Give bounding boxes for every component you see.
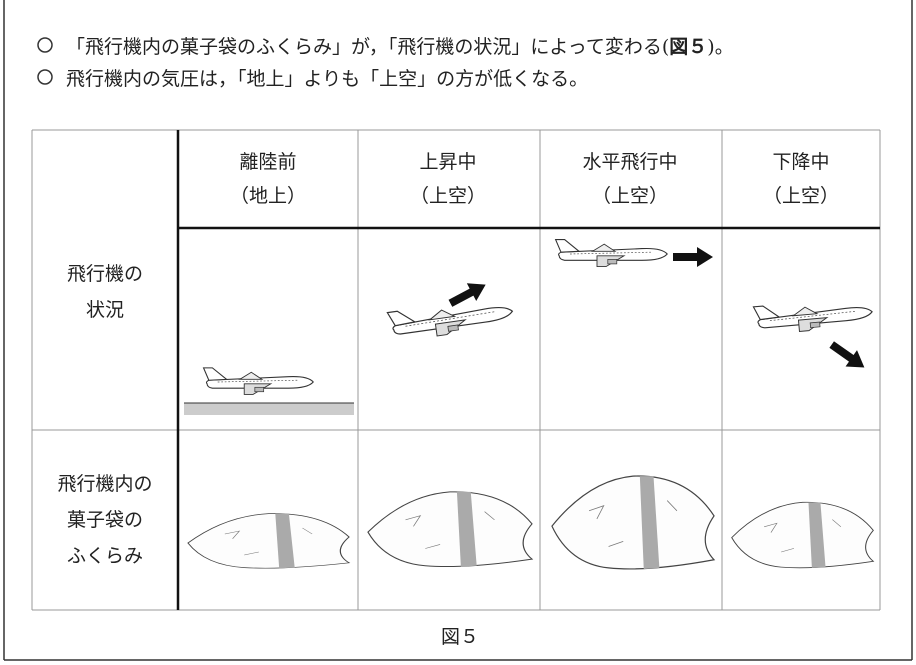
header-line: （地上） (229, 185, 306, 207)
column-header: 上昇中 （上空） (358, 145, 538, 213)
row-label: 飛行機内の菓子袋のふくらみ (32, 466, 178, 574)
note: 飛行機内の気圧は，「地上」よりも「上空」の方が低くなる。 (66, 68, 589, 90)
note-text: )。 (707, 36, 734, 58)
header-line: 離陸前 (239, 151, 297, 173)
label-line: 状況 (85, 299, 124, 321)
header-line: 下降中 (772, 151, 830, 173)
note-text: 「飛行機内の菓子袋のふくらみ」が，「飛行機の状況」によって変わる( (66, 36, 670, 58)
figure-ref: 図５ (669, 36, 708, 58)
header-line: （上空） (762, 185, 839, 207)
row-label: 飛行機の 状況 (32, 256, 178, 328)
header-line: 上昇中 (419, 151, 477, 173)
header-line: 水平飛行中 (582, 151, 678, 173)
header-line: （上空） (409, 185, 486, 207)
column-header: 離陸前 （地上） (178, 145, 358, 213)
note: 「飛行機内の菓子袋のふくらみ」が，「飛行機の状況」によって変わる(図５)。 (66, 32, 734, 59)
column-header: 下降中 （上空） (711, 145, 891, 213)
label-line: ふくらみ (66, 545, 143, 567)
header-line: （上空） (591, 185, 668, 207)
label-line: 飛行機内の (57, 473, 153, 495)
label-line: 菓子袋の (66, 509, 143, 531)
column-header: 水平飛行中 （上空） (540, 145, 720, 213)
figure-caption: 図５ (440, 626, 479, 648)
label-line: 飛行機の (66, 263, 143, 285)
